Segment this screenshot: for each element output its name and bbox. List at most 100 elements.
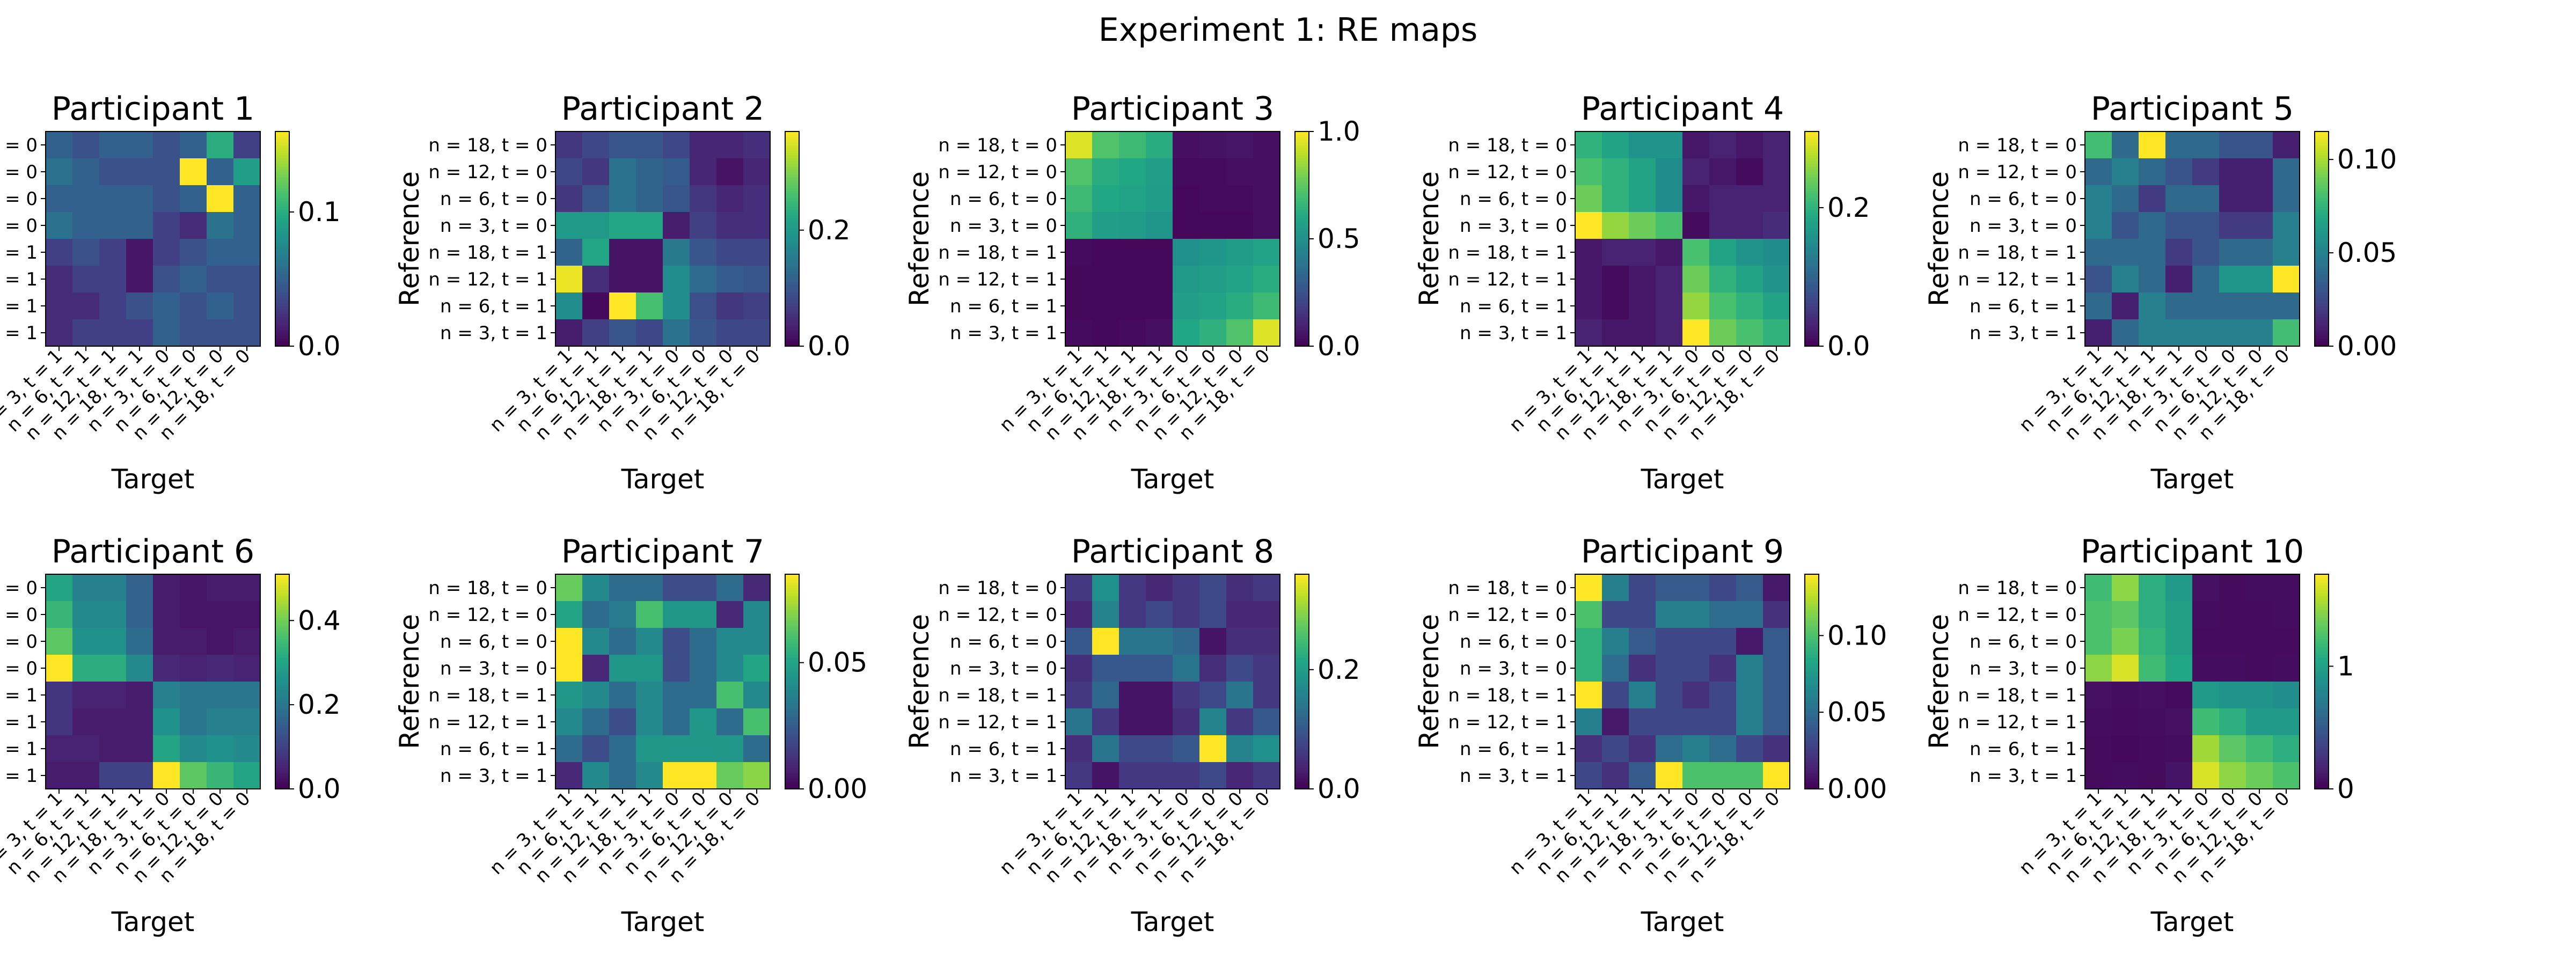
heatmap-cell — [2139, 682, 2166, 709]
heatmap-cell — [690, 158, 717, 186]
colorbar-segment — [785, 784, 799, 787]
colorbar-segment — [785, 201, 799, 204]
y-tick-label: n = 6, t = 0 — [950, 188, 1057, 210]
heatmap-cell — [582, 158, 610, 186]
heatmap-cell — [1226, 655, 1254, 682]
colorbar-tick-label: 0.1 — [298, 196, 341, 228]
colorbar-segment — [1805, 665, 1819, 669]
heatmap-cell — [1629, 735, 1656, 763]
colorbar-segment — [275, 700, 289, 704]
colorbar-segment — [1805, 131, 1819, 135]
heatmap-cell — [1602, 708, 1629, 736]
heatmap-cell — [72, 212, 100, 239]
colorbar-segment — [785, 765, 799, 768]
colorbar-segment — [1295, 596, 1309, 599]
heatmap-cell — [555, 239, 583, 266]
y-tick-label: n = 6, t = 1 — [440, 296, 547, 317]
colorbar-segment — [1805, 649, 1819, 653]
colorbar-segment — [1295, 140, 1309, 143]
colorbar-segment — [785, 652, 799, 655]
heatmap-cell — [582, 266, 610, 293]
heatmap-cell — [1709, 185, 1737, 213]
colorbar-segment — [275, 711, 289, 714]
colorbar-segment — [1805, 657, 1819, 661]
heatmap-cell — [609, 655, 636, 682]
heatmap-cell — [1736, 319, 1763, 347]
heatmap-cell — [2246, 239, 2273, 266]
colorbar-segment — [275, 684, 289, 687]
colorbar-segment — [2315, 641, 2329, 645]
heatmap-cell — [609, 212, 636, 239]
heatmap-cell — [663, 239, 690, 266]
colorbar-segment — [1805, 593, 1819, 596]
heatmap-cell — [743, 185, 771, 213]
heatmap-cell — [2273, 762, 2300, 789]
colorbar-segment — [785, 217, 799, 221]
colorbar-segment — [2315, 749, 2329, 752]
colorbar-segment — [1805, 614, 1819, 618]
colorbar-segment — [2315, 341, 2329, 344]
heatmap-cell — [207, 762, 234, 789]
colorbar-segment — [275, 207, 289, 210]
heatmap-cell — [2273, 185, 2300, 213]
heatmap-cell — [2112, 628, 2139, 655]
colorbar-segment — [1295, 692, 1309, 696]
heatmap-cell — [2165, 158, 2193, 186]
colorbar-segment — [275, 719, 289, 722]
heatmap-cell — [1065, 762, 1093, 789]
colorbar-segment — [2315, 212, 2329, 215]
colorbar-segment — [1805, 153, 1819, 156]
colorbar-segment — [1295, 169, 1309, 172]
colorbar-segment — [785, 199, 799, 202]
colorbar-segment — [1805, 325, 1819, 328]
heatmap-cell — [609, 319, 636, 347]
colorbar-segment — [2315, 290, 2329, 293]
colorbar-segment — [785, 140, 799, 143]
colorbar-segment — [1805, 577, 1819, 580]
heatmap-cell — [233, 212, 261, 239]
heatmap-cell — [1763, 682, 1790, 709]
colorbar-segment — [785, 325, 799, 328]
colorbar-segment — [2315, 177, 2329, 180]
colorbar-segment — [1295, 682, 1309, 685]
heatmap-cell — [636, 708, 663, 736]
heatmap-cell — [1199, 735, 1227, 763]
heatmap-cell — [1709, 735, 1737, 763]
colorbar-segment — [275, 649, 289, 653]
colorbar-segment — [785, 290, 799, 293]
heatmap-cell — [153, 735, 180, 763]
colorbar-segment — [1805, 636, 1819, 639]
heatmap-cell — [743, 735, 771, 763]
heatmap-cell — [690, 185, 717, 213]
heatmap-cell — [2273, 655, 2300, 682]
heatmap-cell — [690, 628, 717, 655]
colorbar-segment — [1295, 266, 1309, 269]
colorbar-segment — [1805, 333, 1819, 336]
colorbar-segment — [785, 263, 799, 266]
colorbar-segment — [1295, 759, 1309, 763]
heatmap-cell — [1226, 239, 1254, 266]
y-tick-label: n = 12, t = 0 — [0, 162, 38, 183]
heatmap-cell — [1065, 158, 1093, 186]
colorbar-segment — [1295, 655, 1309, 658]
colorbar-segment — [2315, 193, 2329, 196]
colorbar-segment — [1805, 290, 1819, 293]
colorbar-segment — [785, 665, 799, 669]
heatmap-cell — [207, 266, 234, 293]
colorbar-tick-label: 0.00 — [808, 773, 867, 804]
heatmap-cell — [207, 601, 234, 628]
x-axis-label: Target — [1641, 464, 1724, 495]
colorbar-segment — [785, 314, 799, 317]
colorbar-segment — [1295, 590, 1309, 594]
colorbar-segment — [275, 287, 289, 290]
heatmap-cell — [233, 158, 261, 186]
heatmap-cell — [2192, 266, 2220, 293]
colorbar-segment — [1805, 741, 1819, 744]
colorbar-segment — [1805, 279, 1819, 282]
heatmap-cell — [180, 185, 207, 213]
heatmap-cell — [1763, 131, 1790, 159]
heatmap-cell — [609, 762, 636, 789]
heatmap-cell — [1682, 762, 1710, 789]
colorbar-segment — [1805, 150, 1819, 153]
heatmap-cell — [1146, 131, 1173, 159]
